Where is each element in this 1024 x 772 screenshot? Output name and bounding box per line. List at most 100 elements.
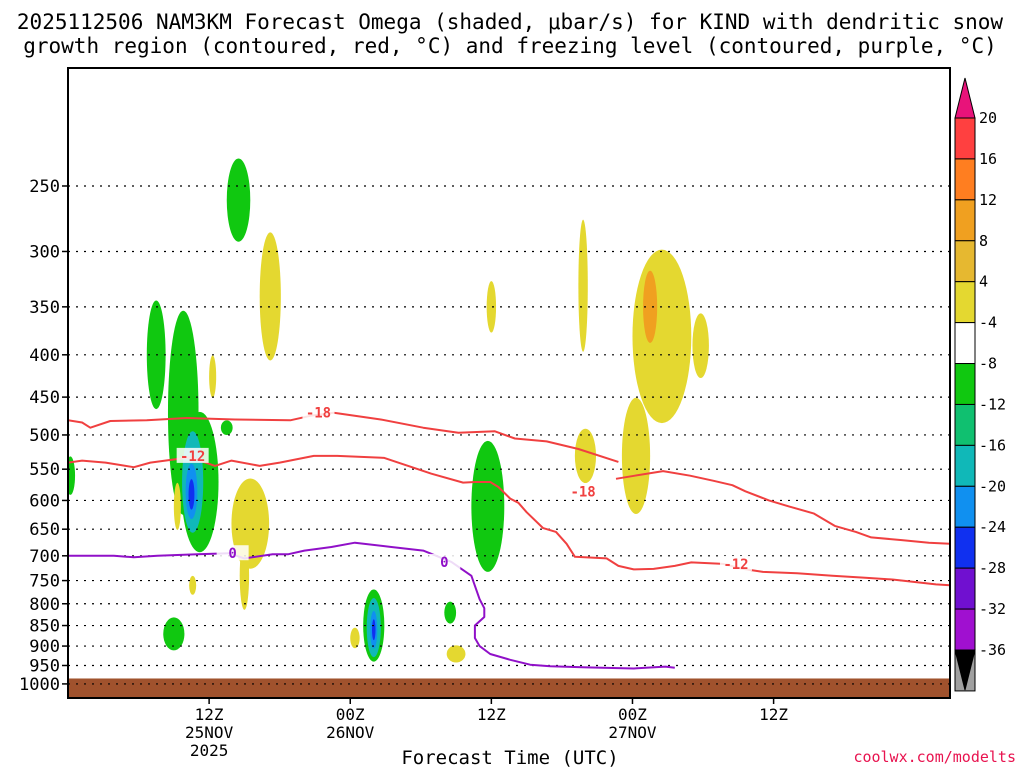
y-tick-label: 700 [29,547,60,567]
x-tick-label: 2025 [190,741,229,760]
omega-cell-21 [189,575,197,595]
contour-line-1 [68,454,475,484]
colorbar-label: -8 [979,355,997,373]
y-tick-label: 250 [29,177,60,197]
y-axis: 2503003504004505005506006507007508008509… [19,177,68,695]
y-tick-label: 800 [29,595,60,615]
omega-cell-13 [371,619,376,641]
x-tick-label: 00Z [336,705,365,724]
ground-fill [68,678,950,698]
omega-cell-28 [446,645,466,663]
colorbar: 20 16 12 8 4 -4 -8 -12 -16 -20 -24 -28 -32 -36 [954,77,1006,692]
omega-cell-22 [486,281,497,333]
y-tick-label: 900 [29,637,60,657]
y-tick-label: 450 [29,388,60,408]
colorbar-box-12 [954,567,976,610]
y-tick-label: 650 [29,520,60,540]
contour-label-bg-4 [428,553,461,569]
y-tick-label: 500 [29,426,60,446]
omega-cell-16 [259,232,281,361]
y-tick-label: 600 [29,491,60,511]
omega-cell-24 [574,428,597,484]
colorbar-box-13 [954,608,976,651]
colorbar-box-8 [954,403,976,446]
x-tick-label: 27NOV [608,723,657,742]
contour-label-bg-2 [719,555,752,571]
colorbar-box-4 [954,240,976,283]
contour-label-4: 0 [228,546,236,562]
contour-label-3: -18 [570,484,595,500]
omega-cell-15 [444,601,457,624]
omega-cell-7 [68,456,76,495]
omega-shading-layer [68,158,709,663]
contour-line-3 [615,470,950,545]
plot-frame [67,67,951,699]
omega-cell-8 [220,420,233,436]
colorbar-box-9 [954,444,976,487]
colorbar-label: 12 [979,191,997,209]
colorbar-label: 8 [979,232,988,250]
y-tick-label: 300 [29,242,60,262]
colorbar-label: -24 [979,518,1006,536]
colorbar-label: 20 [979,109,997,127]
y-tick-label: 950 [29,656,60,676]
omega-cell-29 [350,627,360,649]
x-tick-label: 12Z [195,705,224,724]
chart-title-line2: growth region (contoured, red, °C) and f… [23,34,997,58]
colorbar-box-6 [954,322,976,365]
y-tick-label: 1000 [19,675,60,695]
omega-cell-14 [471,440,505,572]
colorbar-label: -28 [979,559,1006,577]
y-tick-label: 350 [29,298,60,318]
colorbar-box-5 [954,281,976,324]
colorbar-box-3 [954,199,976,242]
colorbar-box-2 [954,158,976,201]
contour-line-2 [474,481,950,587]
colorbar-label: 16 [979,150,997,168]
omega-cell-23 [578,219,588,352]
omega-cell-19 [173,482,181,530]
colorbar-label: -20 [979,477,1006,495]
contour-label-bg-3 [567,483,600,499]
contour-label-bg-1 [176,447,209,463]
contour-label-0: -18 [306,406,331,422]
omega-cell-9 [163,617,185,651]
contour-label-bg-0 [302,404,335,420]
colorbar-box-10 [954,485,976,528]
x-tick-label: 25NOV [185,723,234,742]
omega-cell-26 [621,397,651,514]
colorbar-label: -16 [979,436,1006,454]
y-tick-label: 400 [29,346,60,366]
contour-label-4: 0 [440,555,448,571]
x-axis-title: Forecast Time (UTC) [401,747,618,768]
x-tick-label: 26NOV [326,723,375,742]
colorbar-label: 4 [979,273,988,291]
colorbar-label: -4 [979,314,997,332]
contour-label-2: -12 [723,557,748,573]
credit-text: coolwx.com/modelts [853,748,1016,766]
contour-label-layer: -18 -12 -12 -18 0 0 [176,404,752,573]
colorbar-label: -36 [979,641,1006,659]
x-tick-label: 12Z [477,705,506,724]
y-tick-label: 850 [29,617,60,637]
omega-cell-0 [226,158,251,242]
omega-cell-30 [643,270,658,343]
omega-cell-27 [692,313,709,379]
omega-cell-6 [188,479,195,510]
grid-layer [68,185,950,685]
colorbar-box-1 [954,117,976,160]
y-tick-label: 550 [29,460,60,480]
chart-title-line1: 2025112506 NAM3KM Forecast Omega (shaded… [17,10,1004,34]
x-tick-label: 12Z [759,705,788,724]
colorbar-top-arrow [954,77,976,119]
colorbar-label: -32 [979,600,1006,618]
x-tick-label: 00Z [618,705,647,724]
contour-label-bg-4 [216,545,249,561]
colorbar-bottom-arrow [954,649,976,691]
contour-label-1: -12 [180,449,205,465]
omega-cell-20 [209,355,217,398]
colorbar-label: -12 [979,395,1006,413]
